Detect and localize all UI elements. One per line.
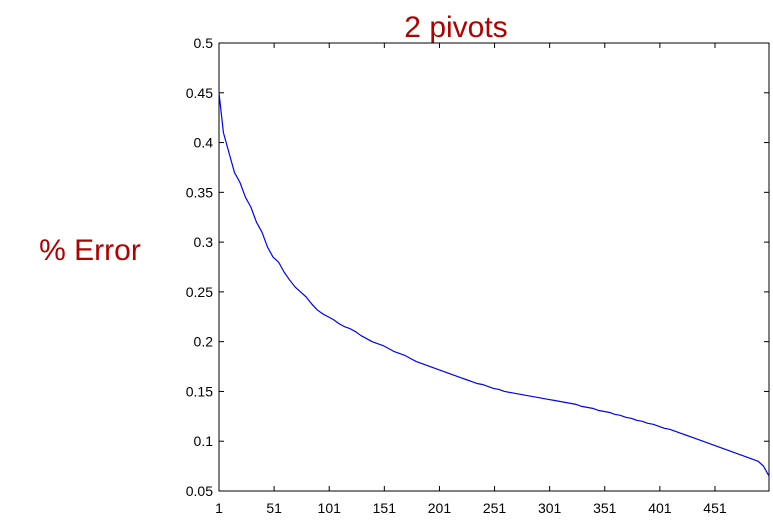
- series-layer: [218, 92, 770, 477]
- y-tick-label: 0.25: [186, 284, 213, 300]
- x-tick-label: 51: [266, 500, 282, 516]
- axis-ticks: 0.050.10.150.20.250.30.350.40.450.51 51 10…: [186, 35, 769, 516]
- y-tick-label: 0.45: [186, 85, 213, 101]
- y-axis-label: % Error: [39, 234, 141, 267]
- y-tick-label: 0.15: [186, 383, 213, 399]
- chart-title: 2 pivots: [404, 11, 507, 44]
- x-tick-label: 201: [428, 500, 452, 516]
- y-tick-label: 0.3: [194, 234, 214, 250]
- plot-frame: [218, 42, 770, 492]
- x-tick-label: 101: [318, 500, 342, 516]
- y-tick-label: 0.05: [186, 483, 213, 499]
- x-tick-label: 351: [593, 500, 617, 516]
- series-line-1: [218, 92, 770, 477]
- x-tick-label: 251: [483, 500, 507, 516]
- y-tick-label: 0.4: [194, 135, 214, 151]
- x-tick-label: 401: [648, 500, 672, 516]
- y-tick-label: 0.2: [194, 334, 214, 350]
- x-tick-label: 301: [538, 500, 562, 516]
- x-tick-label: 1: [215, 500, 223, 516]
- y-tick-label: 0.5: [194, 35, 214, 51]
- x-tick-label: 451: [703, 500, 727, 516]
- y-tick-label: 0.1: [194, 433, 214, 449]
- x-tick-label: 151: [373, 500, 397, 516]
- y-tick-label: 0.35: [186, 184, 213, 200]
